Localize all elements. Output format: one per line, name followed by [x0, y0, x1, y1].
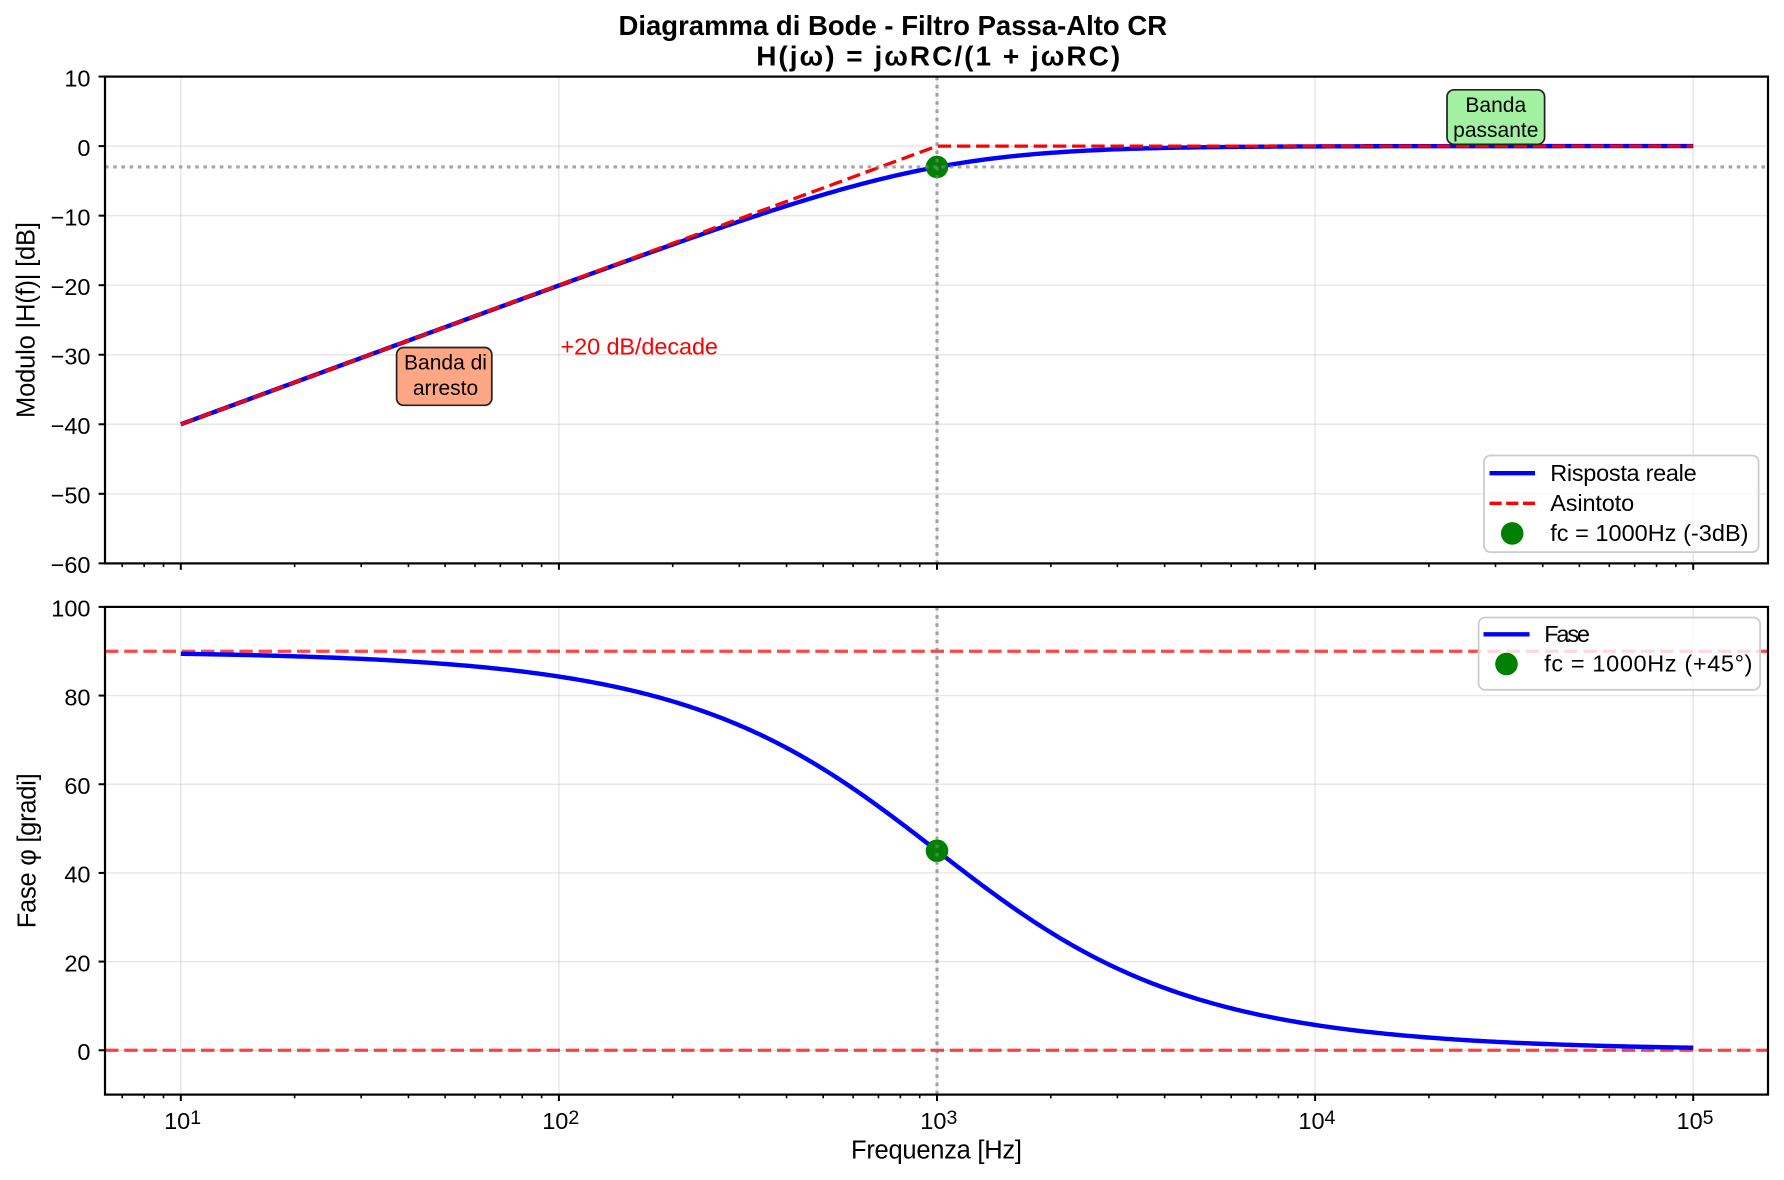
svg-text:20: 20	[64, 950, 90, 976]
svg-text:Fase φ [gradi]: Fase φ [gradi]	[14, 773, 42, 928]
svg-text:Diagramma di Bode - Filtro Pas: Diagramma di Bode - Filtro Passa-Alto CR	[619, 10, 1168, 41]
svg-text:−40: −40	[51, 413, 91, 439]
svg-text:passante: passante	[1453, 119, 1538, 142]
svg-text:Modulo |H(f)| [dB]: Modulo |H(f)| [dB]	[12, 222, 40, 418]
svg-text:fc = 1000Hz (-3dB): fc = 1000Hz (-3dB)	[1550, 520, 1748, 546]
svg-text:0: 0	[77, 135, 90, 161]
svg-text:arresto: arresto	[413, 377, 478, 400]
svg-text:Banda: Banda	[1465, 94, 1526, 117]
svg-text:−50: −50	[51, 483, 91, 509]
svg-text:Banda di: Banda di	[404, 351, 487, 374]
svg-text:10: 10	[64, 65, 90, 91]
svg-text:fc = 1000Hz (+45°): fc = 1000Hz (+45°)	[1544, 651, 1752, 677]
svg-text:H(jω) = jωRC/(1 + jωRC): H(jω) = jωRC/(1 + jωRC)	[756, 40, 1120, 71]
svg-text:80: 80	[64, 684, 90, 710]
svg-text:+20 dB/decade: +20 dB/decade	[561, 333, 719, 359]
svg-text:Asintoto: Asintoto	[1550, 490, 1634, 516]
svg-text:−60: −60	[51, 552, 91, 578]
svg-text:100: 100	[51, 596, 90, 622]
svg-text:Risposta reale: Risposta reale	[1550, 460, 1697, 486]
svg-text:0: 0	[77, 1039, 90, 1065]
svg-text:−30: −30	[51, 344, 91, 370]
svg-text:Fase: Fase	[1544, 621, 1590, 647]
svg-text:−20: −20	[51, 274, 91, 300]
svg-text:Frequenza [Hz]: Frequenza [Hz]	[851, 1136, 1022, 1164]
svg-text:60: 60	[64, 773, 90, 799]
svg-text:−10: −10	[51, 204, 91, 230]
svg-text:40: 40	[64, 862, 90, 888]
